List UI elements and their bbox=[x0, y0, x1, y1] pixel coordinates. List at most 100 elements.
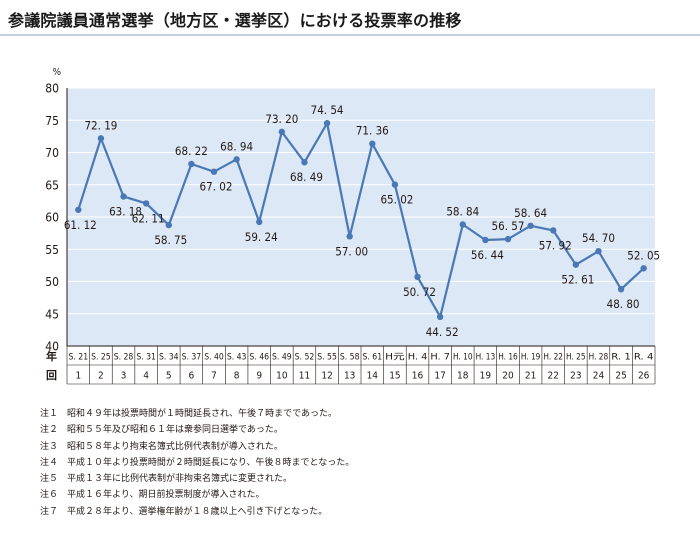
note-item: 注３ 昭和５８年より拘束名簿式比例代表制が導入された。 bbox=[40, 439, 354, 455]
note-item: 注２ 昭和５５年及び昭和６１年は衆参同日選挙であった。 bbox=[40, 422, 354, 438]
x-category-label: H. 4 bbox=[408, 353, 428, 363]
data-point bbox=[369, 140, 376, 147]
data-point bbox=[459, 221, 466, 228]
x-category-label: H. 7 bbox=[430, 353, 450, 363]
data-label: 58. 75 bbox=[154, 233, 187, 247]
x-category-label: S. 52 bbox=[295, 353, 315, 363]
data-point bbox=[391, 181, 399, 188]
data-label: 65. 02 bbox=[380, 193, 413, 207]
data-label: 59. 24 bbox=[245, 230, 278, 244]
data-point bbox=[165, 221, 172, 229]
x-round-label: 1 bbox=[75, 371, 81, 382]
data-point bbox=[595, 247, 602, 255]
x-category-label: H. 19 bbox=[521, 353, 541, 363]
data-label: 72. 19 bbox=[84, 118, 117, 132]
x-round-label: 24 bbox=[593, 371, 605, 382]
x-round-label: 26 bbox=[638, 371, 650, 382]
x-category-label: S. 43 bbox=[227, 353, 247, 363]
note-text: 昭和４９年は投票時間が１時間延長され、午後７時までであった。 bbox=[67, 409, 338, 419]
x-category-label: S. 28 bbox=[114, 353, 134, 363]
x-round-label: 15 bbox=[389, 371, 400, 382]
notes-list: 注１ 昭和４９年は投票時間が１時間延長され、午後７時までであった。 注２ 昭和５５年… bbox=[40, 406, 354, 520]
data-point bbox=[640, 265, 647, 272]
x-round-label: 9 bbox=[256, 371, 262, 382]
x-category-label: H. 16 bbox=[498, 353, 518, 363]
x-round-label: 14 bbox=[367, 371, 379, 382]
x-round-label: 17 bbox=[434, 371, 445, 382]
x-category-label: R. 4 bbox=[634, 353, 654, 363]
x-round-label: 4 bbox=[143, 371, 149, 382]
x-round-label: 11 bbox=[299, 371, 310, 382]
y-tick-label: 45 bbox=[45, 307, 59, 321]
note-tag: 注４ bbox=[40, 457, 59, 468]
data-point bbox=[278, 128, 286, 136]
x-category-label: S. 31 bbox=[136, 353, 156, 363]
x-round-label: 21 bbox=[525, 371, 536, 382]
note-text: 平成１３年に比例代表制が非拘束名簿式に変更された。 bbox=[67, 474, 293, 485]
x-round-label: 13 bbox=[344, 371, 355, 382]
note-tag: 注７ bbox=[40, 506, 59, 517]
data-label: 56. 44 bbox=[471, 248, 504, 262]
x-round-label: 23 bbox=[570, 371, 581, 382]
data-label: 57. 00 bbox=[335, 244, 368, 258]
x-category-label: H. 28 bbox=[589, 353, 609, 363]
y-tick-label: 50 bbox=[45, 275, 59, 289]
note-text: 平成２８年より、選挙権年齢が１８歳以上へ引き下げとなった。 bbox=[67, 506, 328, 517]
note-tag: 注３ bbox=[40, 441, 59, 452]
data-label: 68. 22 bbox=[175, 144, 208, 158]
data-label: 56. 57 bbox=[492, 219, 525, 233]
data-label: 54. 70 bbox=[582, 231, 615, 245]
data-label: 61. 12 bbox=[64, 218, 97, 232]
note-item: 注１ 昭和４９年は投票時間が１時間延長され、午後７時までであった。 bbox=[40, 406, 354, 422]
title-rule bbox=[0, 34, 700, 36]
data-point bbox=[482, 236, 489, 244]
row-label-year: 年 bbox=[46, 349, 57, 363]
x-category-label: H元 bbox=[385, 353, 405, 363]
y-tick-label: 55 bbox=[45, 243, 59, 257]
x-category-label: S. 46 bbox=[249, 353, 269, 363]
x-category-label: H. 22 bbox=[543, 353, 563, 363]
x-round-label: 20 bbox=[502, 371, 514, 382]
data-point bbox=[527, 222, 534, 229]
data-label: 50. 72 bbox=[403, 285, 436, 299]
y-tick-label: 80 bbox=[45, 82, 59, 96]
x-category-label: S. 49 bbox=[272, 353, 292, 363]
data-label: 74. 54 bbox=[311, 103, 344, 117]
data-point bbox=[414, 273, 421, 281]
data-point bbox=[346, 233, 353, 240]
data-point bbox=[233, 156, 240, 163]
data-point bbox=[142, 200, 150, 207]
x-category-label: S. 40 bbox=[204, 353, 224, 363]
data-label: 58. 64 bbox=[514, 206, 547, 220]
data-label: 67. 02 bbox=[200, 180, 233, 194]
x-round-label: 18 bbox=[457, 371, 469, 382]
data-label: 68. 94 bbox=[220, 139, 253, 153]
note-text: 平成１０年より投票時間が２時間延長になり、午後８時までとなった。 bbox=[67, 457, 355, 468]
data-point bbox=[323, 120, 331, 127]
note-item: 注４ 平成１０年より投票時間が２時間延長になり、午後８時までとなった。 bbox=[40, 455, 354, 471]
note-text: 平成１６年より、期日前投票制度が導入された。 bbox=[67, 490, 265, 501]
data-label: 63. 18 bbox=[109, 204, 142, 218]
y-tick-label: 60 bbox=[45, 211, 59, 225]
data-point bbox=[120, 193, 127, 200]
data-point bbox=[436, 313, 444, 321]
y-tick-label: 65 bbox=[45, 178, 59, 192]
y-tick-label: 75 bbox=[45, 114, 59, 128]
data-point bbox=[617, 286, 625, 293]
x-round-label: 22 bbox=[548, 371, 559, 382]
note-item: 注５ 平成１３年に比例代表制が非拘束名簿式に変更された。 bbox=[40, 471, 354, 487]
x-round-label: 7 bbox=[211, 371, 217, 382]
data-point bbox=[210, 168, 218, 175]
x-category-label: S. 37 bbox=[182, 353, 202, 363]
data-point bbox=[256, 218, 263, 226]
data-point bbox=[504, 235, 512, 243]
data-label: 73. 20 bbox=[265, 112, 298, 126]
x-round-label: 19 bbox=[480, 371, 492, 382]
x-round-label: 12 bbox=[321, 371, 332, 382]
note-tag: 注５ bbox=[40, 474, 59, 485]
x-category-label: H. 13 bbox=[476, 353, 496, 363]
data-point bbox=[301, 159, 308, 166]
data-label: 62. 11 bbox=[132, 211, 165, 225]
data-label: 44. 52 bbox=[426, 325, 459, 339]
x-round-label: 5 bbox=[166, 371, 172, 382]
